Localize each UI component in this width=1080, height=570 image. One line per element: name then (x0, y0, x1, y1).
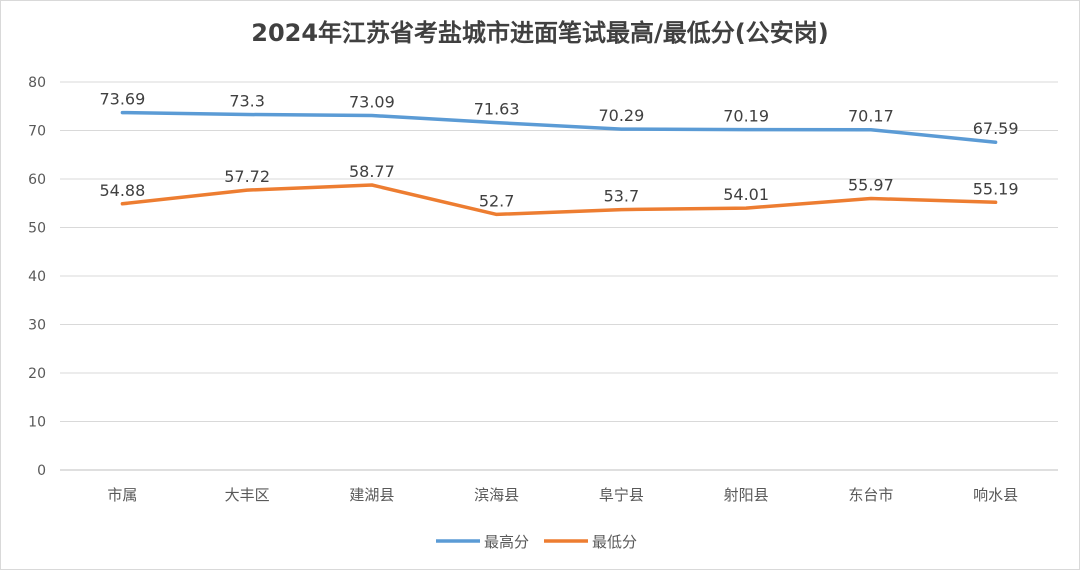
data-label: 73.3 (229, 91, 265, 110)
legend-label: 最低分 (592, 533, 637, 551)
x-tick-label: 大丰区 (225, 486, 270, 504)
y-axis: 0 10 20 30 40 50 60 70 80 (28, 75, 46, 479)
x-tick-label: 响水县 (973, 486, 1018, 504)
y-tick-label: 40 (28, 269, 46, 285)
data-label: 70.29 (598, 106, 644, 125)
y-tick-label: 50 (28, 221, 46, 237)
y-tick-label: 70 (28, 124, 46, 140)
x-tick-label: 射阳县 (724, 486, 769, 504)
data-label: 52.7 (479, 191, 515, 210)
y-tick-label: 10 (28, 415, 46, 431)
data-label: 73.09 (349, 93, 395, 112)
data-label: 73.69 (99, 90, 145, 109)
data-label: 54.88 (99, 181, 145, 200)
data-label: 71.63 (474, 100, 520, 119)
x-tick-label: 建湖县 (349, 486, 394, 504)
series-line-2 (120, 183, 998, 217)
series-lines (120, 110, 998, 217)
data-label: 58.77 (349, 162, 395, 181)
x-tick-label: 东台市 (848, 486, 893, 504)
y-tick-label: 30 (28, 318, 46, 334)
data-label: 67.59 (973, 119, 1019, 138)
data-label: 57.72 (224, 167, 270, 186)
data-label: 70.19 (723, 107, 769, 126)
x-axis: 市属 大丰区 建湖县 滨海县 阜宁县 射阳县 东台市 响水县 (107, 486, 1018, 504)
y-tick-label: 20 (28, 366, 46, 382)
data-labels: 73.69 73.3 73.09 71.63 70.29 70.19 70.17 67.59 5… (99, 90, 1018, 211)
data-label: 55.19 (973, 179, 1019, 198)
x-tick-label: 滨海县 (474, 486, 519, 504)
data-label: 53.7 (604, 187, 640, 206)
data-label: 54.01 (723, 185, 769, 204)
series-line-1 (120, 110, 998, 144)
legend-label: 最高分 (484, 533, 529, 551)
data-label: 55.97 (848, 176, 894, 195)
y-tick-label: 80 (28, 75, 46, 91)
x-tick-label: 阜宁县 (599, 486, 644, 504)
legend: 最高分 最低分 (436, 533, 637, 551)
y-tick-label: 0 (37, 463, 46, 479)
chart-title: 2024年江苏省考盐城市进面笔试最高/最低分(公安岗) (251, 19, 829, 47)
x-tick-label: 市属 (107, 486, 137, 504)
y-tick-label: 60 (28, 172, 46, 188)
grid-lines (60, 81, 1058, 471)
data-label: 70.17 (848, 107, 894, 126)
